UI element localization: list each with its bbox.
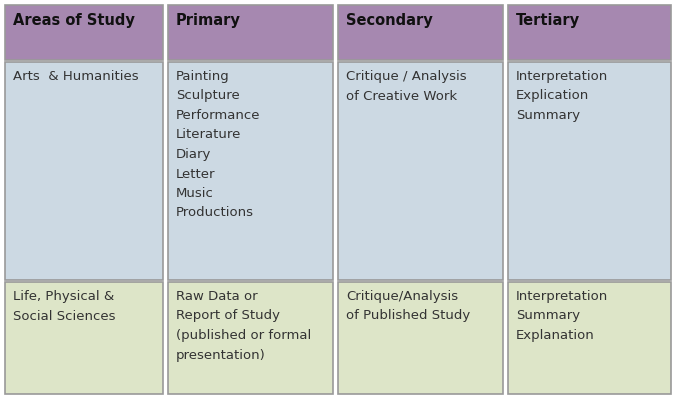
Text: Arts  & Humanities: Arts & Humanities: [13, 70, 138, 83]
Bar: [508, 62, 671, 280]
Bar: [338, 5, 503, 60]
Bar: [5, 62, 163, 280]
Text: Tertiary: Tertiary: [516, 13, 580, 28]
Text: Interpretation
Summary
Explanation: Interpretation Summary Explanation: [516, 290, 608, 342]
Bar: [338, 282, 503, 394]
Bar: [168, 5, 333, 60]
Text: Critique/Analysis
of Published Study: Critique/Analysis of Published Study: [346, 290, 471, 322]
Text: Raw Data or
Report of Study
(published or formal
presentation): Raw Data or Report of Study (published o…: [176, 290, 311, 361]
Bar: [338, 62, 503, 280]
Text: Primary: Primary: [176, 13, 241, 28]
Text: Areas of Study: Areas of Study: [13, 13, 135, 28]
Text: Critique / Analysis
of Creative Work: Critique / Analysis of Creative Work: [346, 70, 466, 103]
Bar: [508, 5, 671, 60]
Bar: [168, 282, 333, 394]
Bar: [508, 282, 671, 394]
Text: Secondary: Secondary: [346, 13, 433, 28]
Bar: [5, 282, 163, 394]
Text: Interpretation
Explication
Summary: Interpretation Explication Summary: [516, 70, 608, 122]
Text: Painting
Sculpture
Performance
Literature
Diary
Letter
Music
Productions: Painting Sculpture Performance Literatur…: [176, 70, 260, 219]
Bar: [168, 62, 333, 280]
Text: Life, Physical &
Social Sciences: Life, Physical & Social Sciences: [13, 290, 115, 322]
Bar: [5, 5, 163, 60]
